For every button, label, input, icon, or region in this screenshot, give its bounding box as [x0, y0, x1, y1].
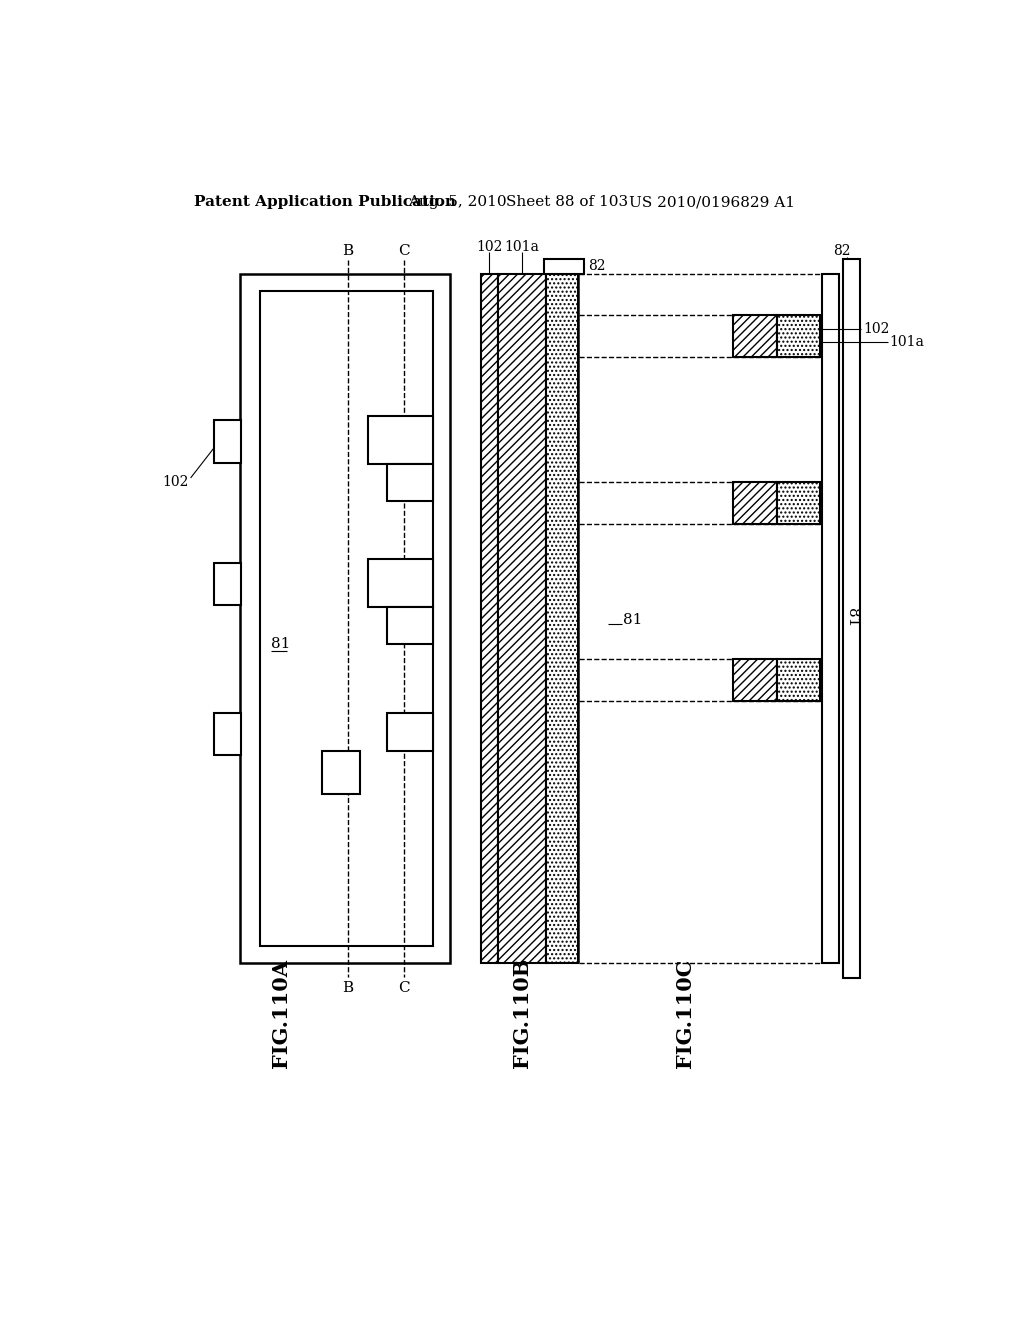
- Text: C: C: [398, 244, 410, 257]
- Text: 101a: 101a: [504, 240, 540, 253]
- Bar: [733, 482, 776, 524]
- Text: FIG.110C: FIG.110C: [675, 958, 695, 1068]
- Bar: [387, 713, 433, 751]
- Text: B: B: [342, 244, 353, 257]
- Bar: [498, 275, 546, 964]
- Bar: [544, 259, 584, 275]
- Text: 82: 82: [834, 244, 851, 257]
- Bar: [733, 314, 776, 358]
- Bar: [260, 290, 433, 946]
- Text: FIG.110A: FIG.110A: [270, 958, 291, 1068]
- Text: 81: 81: [271, 636, 291, 651]
- Text: Sheet 88 of 103: Sheet 88 of 103: [506, 195, 628, 210]
- Bar: [240, 275, 451, 964]
- Text: 101a: 101a: [890, 335, 925, 348]
- Text: 102: 102: [163, 475, 189, 488]
- Bar: [368, 416, 433, 465]
- Bar: [214, 713, 242, 755]
- Text: US 2010/0196829 A1: US 2010/0196829 A1: [629, 195, 795, 210]
- Text: Aug. 5, 2010: Aug. 5, 2010: [408, 195, 507, 210]
- Text: Patent Application Publication: Patent Application Publication: [194, 195, 456, 210]
- Text: 81: 81: [624, 614, 643, 627]
- Bar: [214, 562, 242, 605]
- Text: 102: 102: [476, 240, 503, 253]
- Bar: [322, 751, 360, 793]
- Text: 81: 81: [845, 609, 859, 628]
- Bar: [387, 607, 433, 644]
- Bar: [822, 275, 839, 964]
- Bar: [776, 659, 820, 701]
- Bar: [214, 420, 242, 462]
- Text: 82: 82: [588, 259, 605, 273]
- Bar: [843, 259, 860, 978]
- Text: B: B: [342, 981, 353, 995]
- Bar: [546, 275, 578, 964]
- Bar: [387, 465, 433, 502]
- Bar: [368, 558, 433, 607]
- Bar: [776, 482, 820, 524]
- Text: FIG.110B: FIG.110B: [512, 958, 531, 1068]
- Bar: [733, 659, 776, 701]
- Text: 102: 102: [863, 322, 889, 337]
- Text: C: C: [398, 981, 410, 995]
- Bar: [481, 275, 498, 964]
- Bar: [776, 314, 820, 358]
